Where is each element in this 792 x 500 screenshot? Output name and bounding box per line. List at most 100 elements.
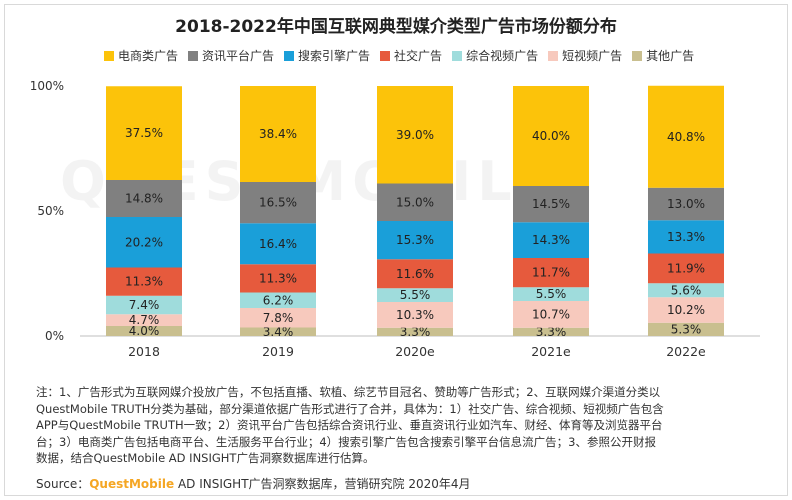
data-label: 15.3% [396, 233, 434, 247]
data-label: 11.6% [396, 267, 434, 281]
data-label: 11.9% [667, 261, 705, 275]
data-label: 4.0% [129, 324, 160, 338]
legend-swatch [452, 50, 463, 61]
data-label: 4.7% [129, 313, 160, 327]
note-line: QuestMobile TRUTH分类为基础，部分渠道依据广告形式进行了合并，具… [36, 401, 664, 416]
legend-label: 资讯平台广告 [202, 49, 275, 63]
data-label: 40.0% [532, 129, 570, 143]
bar-segment [106, 217, 182, 268]
data-label: 11.3% [259, 271, 297, 285]
data-label: 3.4% [263, 325, 294, 339]
stacked-bar-chart: 0% 50% 100% 4.0%4.7%7.4% 11.3% 20.2% 14.8% 37.5… [30, 79, 760, 359]
source-brand: QuestMobile [89, 477, 175, 491]
bar-segment [377, 86, 453, 184]
bar-segment [648, 85, 724, 188]
data-label: 7.4% [129, 298, 160, 312]
bar-segment [513, 222, 589, 258]
legend-item: 其他广告 [632, 47, 694, 64]
chart-title: 2018-2022年中国互联网典型媒介类型广告市场份额分布 [175, 17, 617, 37]
bar-segment [106, 180, 182, 217]
legend-item: 短视频广告 [548, 47, 622, 64]
data-label: 15.0% [396, 195, 434, 209]
bar-segment [240, 264, 316, 293]
bar-segment [648, 283, 724, 298]
legend-label: 搜索引擎广告 [298, 49, 371, 63]
data-label: 5.5% [400, 288, 431, 302]
legend-label: 短视频广告 [562, 49, 623, 63]
data-label: 39.0% [396, 128, 434, 142]
note-line: 注：1、广告形式为互联网媒介投放广告，不包括直播、软植、综艺节目冠名、赞助等广告… [36, 385, 661, 399]
data-label: 40.8% [667, 130, 705, 144]
data-label: 3.3% [536, 325, 567, 339]
bar-segment [106, 326, 182, 336]
data-label: 5.6% [671, 283, 702, 297]
chart-note: 注：1、广告形式为互联网媒介投放广告，不包括直播、软植、综艺节目冠名、赞助等广告… [36, 384, 766, 467]
bar-segment [106, 295, 182, 315]
data-label: 10.7% [532, 307, 570, 321]
bar-segment [513, 86, 589, 186]
y-tick-label: 100% [30, 79, 64, 93]
data-label: 16.5% [259, 196, 297, 210]
data-label: 11.7% [532, 266, 570, 280]
legend-label: 电商类广告 [118, 49, 179, 63]
data-label: 14.5% [532, 197, 570, 211]
bar-segment [240, 327, 316, 336]
data-label: 16.4% [259, 237, 297, 251]
bar-segment [513, 301, 589, 328]
x-tick-label: 2019 [262, 344, 294, 359]
bar-segment [377, 327, 453, 336]
bar-segment [106, 86, 182, 180]
data-label: 11.3% [125, 275, 163, 289]
bar-segment [648, 322, 724, 336]
bar-segment [377, 288, 453, 302]
legend-item: 社交广告 [380, 47, 442, 64]
data-label: 5.5% [536, 287, 567, 301]
bar-segment [513, 327, 589, 336]
data-label: 14.8% [125, 192, 163, 206]
y-tick-label: 50% [37, 204, 64, 218]
data-label: 6.2% [263, 293, 294, 307]
legend-swatch [380, 50, 391, 61]
bar-segment [240, 292, 316, 308]
source-prefix: Source： [36, 477, 90, 491]
data-label: 13.0% [667, 197, 705, 211]
legend-item: 资讯平台广告 [188, 47, 274, 64]
chart-legend: 电商类广告 资讯平台广告 搜索引擎广告 社交广告 综合视频广告 短视频广告 其他广告 [104, 47, 694, 64]
bar-segment [240, 308, 316, 328]
legend-swatch [632, 50, 643, 61]
bar-segment [513, 287, 589, 301]
source-line: Source：QuestMobile AD INSIGHT广告洞察数据库，营销研… [36, 475, 471, 492]
data-label: 14.3% [532, 233, 570, 247]
legend-swatch [104, 50, 114, 61]
y-tick-label: 0% [45, 329, 64, 343]
data-label: 37.5% [125, 126, 163, 140]
bar-segment [513, 186, 589, 223]
bar-segment [648, 297, 724, 323]
x-tick-label: 2020e [395, 344, 435, 359]
bar-segment [648, 253, 724, 284]
data-label: 38.4% [259, 127, 297, 141]
data-label: 20.2% [125, 235, 163, 249]
bar-segment [377, 259, 453, 289]
bar-segment [106, 267, 182, 296]
data-label: 10.3% [396, 308, 434, 322]
note-line: APP与QuestMobile TRUTH一致；2）资讯平台广告包括综合资讯行业… [36, 418, 663, 432]
bar-segment [240, 86, 316, 182]
legend-swatch [548, 50, 559, 61]
note-line: 台；3）电商类广告包括电商平台、生活服务平台行业；4）搜索引擎广告包含搜索引擎平… [36, 434, 656, 449]
data-label: 3.3% [400, 325, 431, 339]
legend-item: 搜索引擎广告 [284, 47, 370, 64]
data-label: 10.2% [667, 303, 705, 317]
bar-segment [377, 183, 453, 221]
bar-segment [106, 314, 182, 326]
data-label: 7.8% [263, 311, 294, 325]
note-line: 数据，结合QuestMobile AD INSIGHT广告洞察数据库进行估算。 [36, 451, 375, 465]
bar-segment [240, 182, 316, 224]
bar-segment [377, 302, 453, 328]
legend-label: 综合视频广告 [466, 49, 539, 63]
data-label: 13.3% [667, 230, 705, 244]
source-text: AD INSIGHT广告洞察数据库，营销研究院 2020年4月 [174, 477, 471, 491]
legend-item: 电商类广告 [104, 47, 178, 64]
bar-segment [648, 187, 724, 221]
bar-segment [240, 223, 316, 265]
